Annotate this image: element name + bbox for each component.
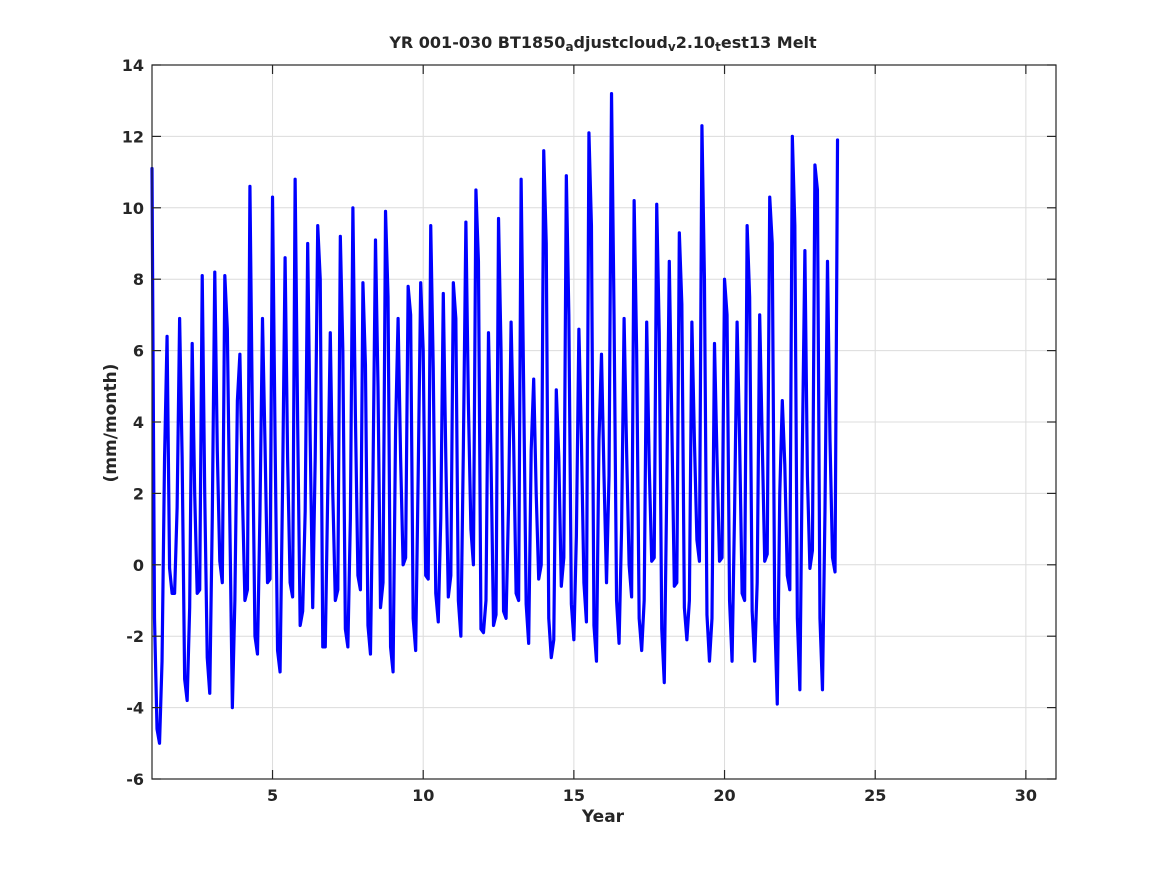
y-tick-label: -4 <box>126 699 144 718</box>
title-part: djustcloud <box>574 33 668 52</box>
y-tick-label: 14 <box>122 56 144 75</box>
x-axis-label: Year <box>581 807 625 827</box>
y-tick-label: 0 <box>133 556 144 575</box>
y-tick-label: 2 <box>133 484 144 503</box>
melt-series-line <box>150 91 840 745</box>
chart-title: YR 001-030 BT1850adjustcloudv2.10test13 … <box>388 33 817 54</box>
x-tick-label: 15 <box>563 786 585 805</box>
title-part: v <box>668 40 676 54</box>
x-tick-label: 10 <box>412 786 434 805</box>
title-part: 2.10 <box>676 33 715 52</box>
title-part: a <box>565 40 573 54</box>
y-tick-label: 12 <box>122 127 144 146</box>
x-tick-label: 30 <box>1015 786 1037 805</box>
y-tick-label: 10 <box>122 199 144 218</box>
y-tick-label: -6 <box>126 770 144 789</box>
y-axis-label: (mm/month) <box>101 364 121 483</box>
y-tick-label: 8 <box>133 270 144 289</box>
series-layer <box>150 91 840 745</box>
y-tick-label: 6 <box>133 342 144 361</box>
title-part: est13 Melt <box>721 33 817 52</box>
tick-layer: 5 10 15 20 25 30 -6 -4 -2 0 2 4 6 8 10 12 14 <box>122 56 1056 805</box>
x-tick-label: 20 <box>713 786 735 805</box>
x-tick-label: 5 <box>267 786 278 805</box>
y-tick-label: -2 <box>126 627 144 646</box>
x-tick-label: 25 <box>864 786 886 805</box>
y-tick-label: 4 <box>133 413 144 432</box>
title-part: YR 001-030 BT1850 <box>388 33 565 52</box>
title-part: t <box>715 40 721 54</box>
